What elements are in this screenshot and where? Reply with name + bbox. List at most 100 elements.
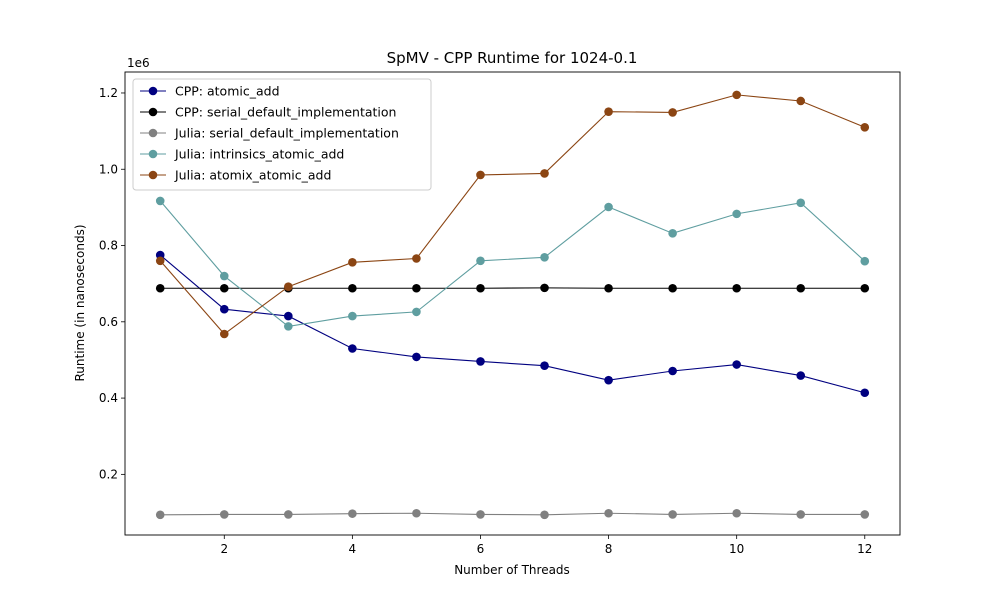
data-point	[668, 108, 677, 117]
data-point	[604, 375, 613, 385]
legend-swatch-marker	[148, 170, 158, 180]
data-point	[348, 258, 357, 267]
data-point	[860, 388, 870, 398]
series-line	[159, 200, 866, 327]
data-point	[540, 283, 549, 293]
axes-frame	[124, 71, 901, 536]
data-point	[348, 283, 357, 293]
x-tick-label: 2	[220, 542, 228, 556]
chart-title: SpMV - CPP Runtime for 1024-0.1	[387, 49, 638, 67]
legend-item: Julia: atomix_atomic_add	[140, 168, 331, 183]
y-tick-label: 0.8	[99, 239, 118, 253]
series-4	[155, 196, 870, 331]
legend-label: Julia: serial_default_implementation	[174, 126, 399, 141]
series-line	[159, 94, 865, 335]
data-point	[668, 510, 677, 519]
data-point	[668, 283, 677, 293]
data-point	[412, 307, 421, 317]
legend: CPP: atomic_add CPP: serial_default_imple…	[132, 78, 432, 191]
data-point	[476, 256, 485, 266]
data-point	[540, 253, 549, 262]
data-point	[348, 344, 357, 353]
legend-swatch-marker	[148, 149, 158, 159]
data-point	[796, 96, 806, 106]
data-point	[732, 508, 741, 518]
data-point	[540, 510, 549, 520]
data-point	[540, 361, 549, 370]
data-point	[604, 508, 613, 518]
data-point	[860, 510, 870, 519]
data-point	[796, 371, 806, 380]
data-point	[412, 352, 421, 362]
legend-item: Julia: intrinsics_atomic_add	[140, 147, 344, 162]
series-5	[155, 90, 870, 339]
data-point	[476, 510, 485, 519]
data-point	[155, 283, 165, 293]
legend-item: CPP: atomic_add	[140, 84, 280, 99]
data-point	[604, 202, 613, 212]
data-point	[476, 283, 485, 293]
data-point	[604, 107, 613, 116]
data-point	[155, 510, 165, 520]
legend-item: CPP: serial_default_implementation	[140, 105, 396, 120]
legend-label: CPP: atomic_add	[175, 84, 280, 99]
y-tick-label: 1.2	[99, 86, 118, 100]
data-point	[796, 510, 806, 519]
data-point	[412, 508, 421, 518]
data-point	[860, 256, 870, 266]
data-point	[732, 90, 741, 100]
data-point	[219, 329, 229, 339]
data-point	[732, 360, 741, 369]
legend-swatch-marker	[148, 86, 158, 96]
data-point	[348, 311, 357, 321]
data-point	[348, 509, 357, 518]
y-tick-label: 0.2	[99, 467, 118, 481]
data-point	[284, 322, 293, 331]
data-point	[796, 198, 806, 208]
series-line	[160, 512, 865, 516]
x-axis-label: Number of Threads	[454, 563, 570, 577]
data-point	[219, 510, 229, 519]
data-point	[155, 196, 165, 206]
data-point	[860, 283, 870, 293]
data-point	[860, 123, 870, 132]
data-point	[732, 209, 741, 219]
data-point	[219, 271, 229, 281]
data-point	[284, 510, 293, 519]
series-3	[155, 508, 870, 520]
data-point	[796, 283, 806, 293]
x-tick-label: 4	[349, 542, 357, 556]
data-point	[476, 357, 485, 366]
x-tick-label: 10	[729, 542, 744, 556]
data-point	[284, 311, 293, 321]
legend-item: Julia: serial_default_implementation	[140, 126, 399, 141]
data-point	[412, 254, 421, 263]
data-point	[732, 283, 741, 293]
legend-label: Julia: intrinsics_atomic_add	[174, 147, 344, 162]
y-tick-label: 1.0	[99, 162, 118, 176]
data-point	[540, 169, 549, 178]
plot-area: 2 4 6 8 10 12 0.2 0.4 0.6 0.8 1.0 1.2	[99, 71, 901, 556]
series-line	[159, 254, 865, 394]
data-point	[219, 283, 229, 293]
x-tick-label: 6	[477, 542, 485, 556]
series-1	[155, 250, 870, 398]
data-point	[604, 283, 613, 293]
legend-label: CPP: serial_default_implementation	[175, 105, 396, 120]
data-point	[668, 366, 677, 376]
data-point	[155, 256, 165, 266]
data-point	[284, 282, 293, 292]
data-point	[668, 229, 677, 238]
legend-label: Julia: atomix_atomic_add	[174, 168, 331, 183]
data-point	[412, 283, 421, 293]
legend-swatch-marker	[148, 107, 158, 117]
y-offset-label: 1e6	[127, 56, 150, 70]
data-point	[476, 170, 485, 180]
y-tick-label: 0.4	[99, 391, 118, 405]
x-tick-label: 12	[857, 542, 872, 556]
y-tick-label: 0.6	[99, 315, 118, 329]
y-axis-label: Runtime (in nanoseconds)	[73, 224, 87, 381]
legend-box	[132, 78, 432, 191]
x-tick-label: 8	[605, 542, 613, 556]
